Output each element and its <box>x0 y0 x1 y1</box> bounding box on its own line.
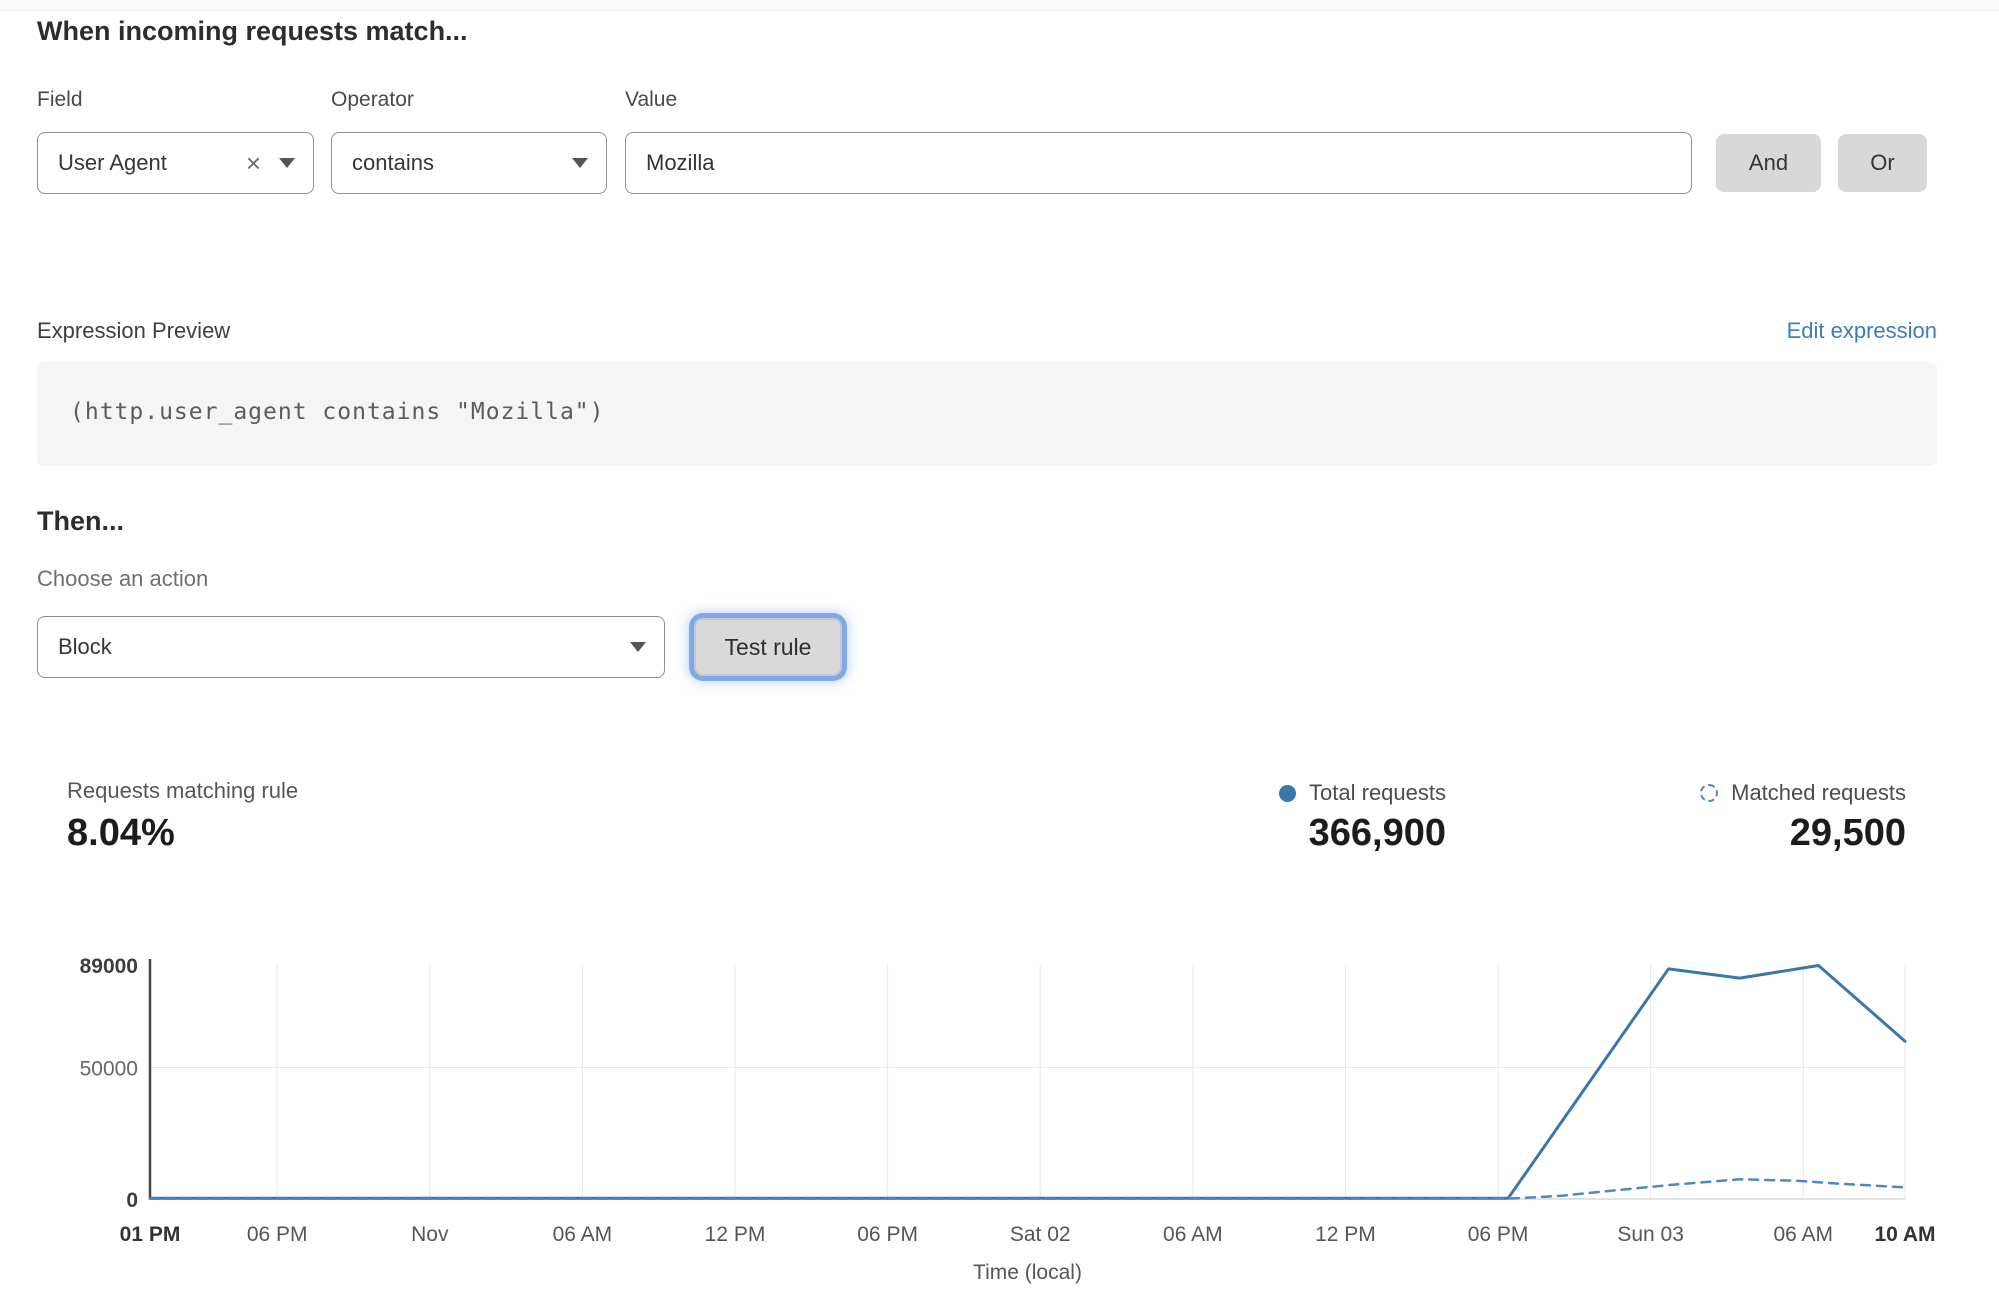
choose-action-label: Choose an action <box>37 566 209 591</box>
svg-text:10 AM: 10 AM <box>1874 1223 1935 1246</box>
clear-field-icon[interactable]: × <box>245 148 261 178</box>
value-input[interactable] <box>625 132 1692 194</box>
expression-code-block: (http.user_agent contains "Mozilla") <box>37 362 1937 466</box>
svg-text:06 PM: 06 PM <box>247 1223 308 1246</box>
value-label: Value <box>625 88 678 111</box>
expression-code: (http.user_agent contains "Mozilla") <box>70 399 605 425</box>
field-label: Field <box>37 88 83 111</box>
expression-preview-label: Expression Preview <box>37 318 231 343</box>
operator-select[interactable]: contains <box>331 132 607 194</box>
or-button[interactable]: Or <box>1838 134 1927 192</box>
field-select[interactable]: User Agent × <box>37 132 314 194</box>
legend-matched-label: Matched requests <box>1731 780 1906 805</box>
svg-text:Time (local): Time (local) <box>973 1261 1082 1284</box>
svg-text:50000: 50000 <box>80 1058 138 1081</box>
requests-matching-value: 8.04% <box>67 812 175 854</box>
action-selected-value: Block <box>58 634 112 659</box>
svg-text:06 PM: 06 PM <box>1468 1223 1529 1246</box>
action-select[interactable]: Block <box>37 616 665 678</box>
requests-matching-label: Requests matching rule <box>67 778 299 803</box>
svg-text:01 PM: 01 PM <box>120 1223 181 1246</box>
svg-text:Sun 03: Sun 03 <box>1617 1223 1684 1246</box>
svg-text:Nov: Nov <box>411 1223 449 1246</box>
svg-text:06 PM: 06 PM <box>857 1223 918 1246</box>
operator-label: Operator <box>331 88 414 111</box>
test-rule-button[interactable]: Test rule <box>694 618 842 676</box>
then-heading: Then... <box>37 506 124 536</box>
requests-chart: 0 50000 89000 01 PM 06 PM Nov 06 AM 12 PM 06 PM S… <box>80 955 1936 1284</box>
legend-total-label: Total requests <box>1309 780 1446 805</box>
edit-expression-link[interactable]: Edit expression <box>1786 318 1937 343</box>
legend-total-requests[interactable]: Total requests <box>1279 780 1446 806</box>
svg-text:12 PM: 12 PM <box>1315 1223 1376 1246</box>
svg-text:Sat 02: Sat 02 <box>1010 1223 1071 1246</box>
svg-text:06 AM: 06 AM <box>553 1223 613 1246</box>
svg-text:06 AM: 06 AM <box>1773 1223 1833 1246</box>
operator-selected-value: contains <box>352 150 434 175</box>
chevron-down-icon <box>572 158 588 168</box>
chevron-down-icon <box>279 158 295 168</box>
dashed-ring-icon <box>1700 784 1719 802</box>
chevron-down-icon <box>630 642 646 652</box>
svg-text:89000: 89000 <box>80 955 138 978</box>
when-heading: When incoming requests match... <box>37 16 468 46</box>
total-requests-value: 366,900 <box>1308 812 1446 854</box>
field-selected-value: User Agent <box>58 150 167 175</box>
solid-dot-icon <box>1279 784 1297 802</box>
svg-text:0: 0 <box>126 1189 138 1212</box>
legend-matched-requests[interactable]: Matched requests <box>1700 780 1906 806</box>
and-button[interactable]: And <box>1716 134 1821 192</box>
matched-requests-value: 29,500 <box>1789 812 1906 854</box>
svg-text:06 AM: 06 AM <box>1163 1223 1223 1246</box>
top-edge <box>0 0 1999 11</box>
svg-text:12 PM: 12 PM <box>705 1223 766 1246</box>
